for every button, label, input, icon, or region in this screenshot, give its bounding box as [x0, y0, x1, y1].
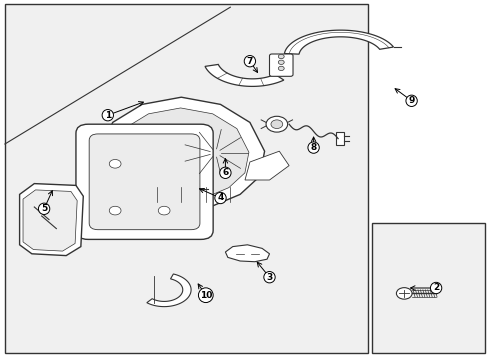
Circle shape	[278, 66, 284, 71]
Polygon shape	[112, 108, 249, 202]
Text: 9: 9	[408, 96, 415, 105]
Text: 8: 8	[311, 143, 317, 152]
Circle shape	[396, 288, 412, 299]
Polygon shape	[23, 190, 77, 251]
Bar	[5, 4, 368, 353]
Text: 4: 4	[217, 194, 224, 202]
FancyBboxPatch shape	[270, 54, 293, 76]
Bar	[372, 223, 485, 353]
FancyBboxPatch shape	[76, 124, 213, 239]
FancyBboxPatch shape	[89, 134, 200, 230]
Circle shape	[278, 60, 284, 64]
Polygon shape	[20, 184, 83, 256]
Circle shape	[177, 125, 254, 181]
Text: 3: 3	[267, 273, 272, 282]
Polygon shape	[225, 245, 270, 262]
Circle shape	[271, 120, 283, 129]
Polygon shape	[205, 64, 284, 86]
Polygon shape	[147, 274, 191, 307]
FancyBboxPatch shape	[336, 132, 344, 145]
Text: 10: 10	[199, 291, 212, 300]
Text: 5: 5	[41, 204, 47, 213]
Circle shape	[158, 206, 170, 215]
Circle shape	[109, 206, 121, 215]
Text: 1: 1	[105, 111, 111, 120]
Polygon shape	[245, 151, 289, 180]
Circle shape	[278, 54, 284, 59]
Circle shape	[109, 159, 121, 168]
Circle shape	[209, 148, 222, 158]
Polygon shape	[98, 97, 265, 212]
Text: 6: 6	[222, 168, 228, 177]
Polygon shape	[284, 30, 393, 54]
Circle shape	[182, 128, 249, 178]
Text: 7: 7	[246, 57, 253, 66]
Circle shape	[266, 116, 288, 132]
Text: 2: 2	[433, 284, 439, 292]
